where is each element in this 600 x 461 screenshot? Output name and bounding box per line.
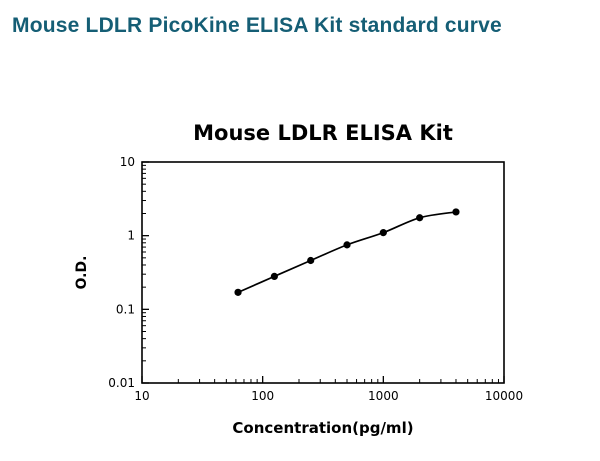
x-tick-label: 1000 [368, 389, 399, 403]
y-tick-label: 10 [120, 155, 135, 169]
y-axis-label: O.D. [74, 256, 90, 290]
data-point-marker [343, 241, 351, 249]
y-tick-label: 0.1 [116, 302, 135, 316]
data-point-marker [234, 288, 242, 296]
data-point-marker [307, 256, 315, 265]
page-title: Mouse LDLR PicoKine ELISA Kit standard c… [12, 14, 502, 37]
x-tick-label: 10 [134, 389, 149, 403]
data-point-marker [416, 214, 424, 222]
y-tick-label: 0.01 [108, 376, 135, 390]
data-point-marker [270, 272, 278, 280]
data-point-marker [379, 229, 387, 237]
y-tick-label: 1 [127, 229, 135, 243]
x-tick-label: 100 [251, 389, 274, 403]
x-tick-label: 10000 [485, 389, 523, 403]
plot-frame [141, 161, 505, 384]
x-axis-label: Concentration(pg/ml) [232, 419, 413, 437]
standard-curve-figure: Mouse LDLR ELISA Kit 10 100 1000 10000 0.01 0.… [52, 100, 552, 455]
data-point-marker [452, 208, 460, 216]
chart-title: Mouse LDLR ELISA Kit [193, 121, 453, 145]
standard-curve-line [237, 211, 457, 294]
standard-curve-chart: Mouse LDLR ELISA Kit 10 100 1000 10000 0.01 0.… [74, 121, 523, 437]
